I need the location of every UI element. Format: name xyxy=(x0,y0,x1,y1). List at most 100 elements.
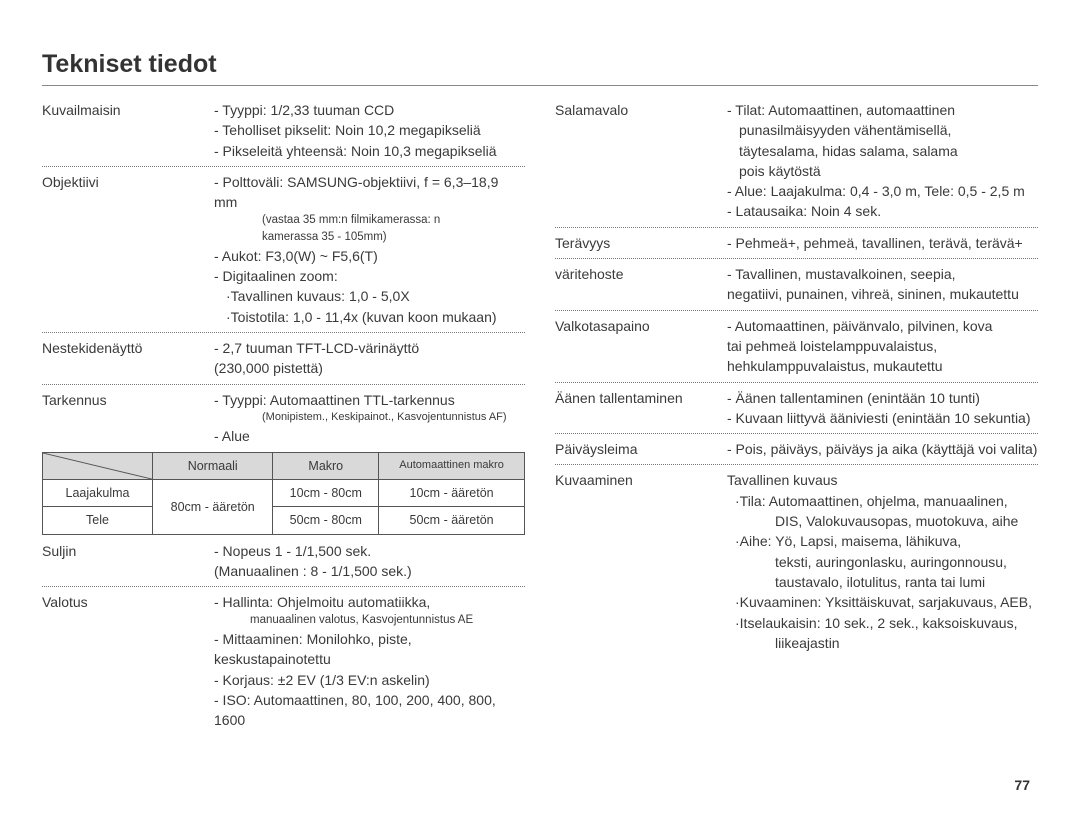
line: (230,000 pistettä) xyxy=(214,360,323,376)
divider xyxy=(42,586,525,587)
spec-objektiivi: Objektiivi - Polttoväli: SAMSUNG-objekti… xyxy=(42,172,525,327)
right-column: Salamavalo - Tilat: Automaattinen, autom… xyxy=(555,100,1038,731)
divider xyxy=(42,384,525,385)
value: - Automaattinen, päivänvalo, pilvinen, k… xyxy=(727,316,1038,377)
line: - Automaattinen, päivänvalo, pilvinen, k… xyxy=(727,318,992,334)
table-corner xyxy=(43,453,153,480)
label: Äänen tallentaminen xyxy=(555,388,727,429)
line: - Pois, päiväys, päiväys ja aika (käyttä… xyxy=(727,441,1037,457)
spec-teravyys: Terävyys - Pehmeä+, pehmeä, tavallinen, … xyxy=(555,233,1038,253)
label: Valotus xyxy=(42,592,214,730)
cell: 50cm - 80cm xyxy=(273,507,379,534)
cell: 80cm - ääretön xyxy=(153,480,273,534)
page-number: 77 xyxy=(1014,777,1030,793)
col-header: Automaattinen makro xyxy=(379,453,525,480)
line: tai pehmeä loistelamppuvalaistus, xyxy=(727,336,1038,356)
cell: 10cm - 80cm xyxy=(273,480,379,507)
line: liikeajastin xyxy=(727,633,1038,653)
line: - Äänen tallentaminen (enintään 10 tunti… xyxy=(727,390,980,406)
line: - Korjaus: ±2 EV (1/3 EV:n askelin) xyxy=(214,672,430,688)
focus-range-table: Normaali Makro Automaattinen makro Laaja… xyxy=(42,452,525,534)
line: - Nopeus 1 - 1/1,500 sek. xyxy=(214,543,371,559)
page-title: Tekniset tiedot xyxy=(42,50,1038,79)
cell: 10cm - ääretön xyxy=(379,480,525,507)
line: - Tyyppi: Automaattinen TTL-tarkennus xyxy=(214,392,455,408)
subline: (Monipistem., Keskipainot., Kasvojentunn… xyxy=(214,410,525,426)
divider xyxy=(555,258,1038,259)
row-header: Tele xyxy=(43,507,153,534)
line: - Pehmeä+, pehmeä, tavallinen, terävä, t… xyxy=(727,235,1023,251)
row-header: Laajakulma xyxy=(43,480,153,507)
label: Kuvailmaisin xyxy=(42,100,214,161)
line: - Kuvaan liittyvä ääniviesti (enintään 1… xyxy=(727,410,1031,426)
divider xyxy=(555,310,1038,311)
col-header: Makro xyxy=(273,453,379,480)
label: väritehoste xyxy=(555,264,727,305)
line: negatiivi, punainen, vihreä, sininen, mu… xyxy=(727,284,1038,304)
line: ·Aihe: Yö, Lapsi, maisema, lähikuva, xyxy=(727,531,1038,551)
spec-paivaysleima: Päiväysleima - Pois, päiväys, päiväys ja… xyxy=(555,439,1038,459)
left-column: Kuvailmaisin - Tyyppi: 1/2,33 tuuman CCD… xyxy=(42,100,525,731)
subline: ·Toistotila: 1,0 - 11,4x (kuvan koon muk… xyxy=(214,307,525,327)
line: - Mittaaminen: Monilohko, piste, keskust… xyxy=(214,631,412,667)
value: - Nopeus 1 - 1/1,500 sek. (Manuaalinen :… xyxy=(214,541,525,582)
line: täytesalama, hidas salama, salama xyxy=(727,141,1038,161)
line: - 2,7 tuuman TFT-LCD-värinäyttö xyxy=(214,340,419,356)
title-rule xyxy=(42,85,1038,86)
divider xyxy=(555,433,1038,434)
line: - Digitaalinen zoom: xyxy=(214,268,338,284)
value: - Tilat: Automaattinen, automaattinen pu… xyxy=(727,100,1038,222)
value: - Tavallinen, mustavalkoinen, seepia, ne… xyxy=(727,264,1038,305)
label: Päiväysleima xyxy=(555,439,727,459)
line: ·Tila: Automaattinen, ohjelma, manuaalin… xyxy=(727,491,1038,511)
line: - Hallinta: Ohjelmoitu automatiikka, xyxy=(214,594,430,610)
value: - Tyyppi: Automaattinen TTL-tarkennus (M… xyxy=(214,390,525,447)
spec-kuvaaminen: Kuvaaminen Tavallinen kuvaus ·Tila: Auto… xyxy=(555,470,1038,653)
label: Terävyys xyxy=(555,233,727,253)
line: - Tilat: Automaattinen, automaattinen xyxy=(727,102,955,118)
line: (Manuaalinen : 8 - 1/1,500 sek.) xyxy=(214,563,412,579)
value: - Pois, päiväys, päiväys ja aika (käyttä… xyxy=(727,439,1038,459)
label: Suljin xyxy=(42,541,214,582)
label: Salamavalo xyxy=(555,100,727,222)
value: Tavallinen kuvaus ·Tila: Automaattinen, … xyxy=(727,470,1038,653)
line: taustavalo, ilotulitus, ranta tai lumi xyxy=(727,572,1038,592)
line: - Alue: Laajakulma: 0,4 - 3,0 m, Tele: 0… xyxy=(727,183,1025,199)
line: - Teholliset pikselit: Noin 10,2 megapik… xyxy=(214,122,481,138)
line: - ISO: Automaattinen, 80, 100, 200, 400,… xyxy=(214,692,496,728)
spec-salamavalo: Salamavalo - Tilat: Automaattinen, autom… xyxy=(555,100,1038,222)
spec-aanen-tallentaminen: Äänen tallentaminen - Äänen tallentamine… xyxy=(555,388,1038,429)
subline: manuaalinen valotus, Kasvojentunnistus A… xyxy=(214,612,525,629)
line: - Alue xyxy=(214,428,250,444)
label: Nestekidenäyttö xyxy=(42,338,214,379)
line: - Aukot: F3,0(W) ~ F5,6(T) xyxy=(214,248,378,264)
cell: 50cm - ääretön xyxy=(379,507,525,534)
label: Valkotasapaino xyxy=(555,316,727,377)
spec-nestekidenaytto: Nestekidenäyttö - 2,7 tuuman TFT-LCD-vär… xyxy=(42,338,525,379)
line: - Tavallinen, mustavalkoinen, seepia, xyxy=(727,266,956,282)
spec-tarkennus: Tarkennus - Tyyppi: Automaattinen TTL-ta… xyxy=(42,390,525,447)
columns: Kuvailmaisin - Tyyppi: 1/2,33 tuuman CCD… xyxy=(42,100,1038,731)
divider xyxy=(42,166,525,167)
divider xyxy=(555,227,1038,228)
line: ·Itselaukaisin: 10 sek., 2 sek., kaksois… xyxy=(727,613,1038,633)
divider xyxy=(42,332,525,333)
value: - 2,7 tuuman TFT-LCD-värinäyttö (230,000… xyxy=(214,338,525,379)
value: - Hallinta: Ohjelmoitu automatiikka, man… xyxy=(214,592,525,730)
line: - Polttoväli: SAMSUNG-objektiivi, f = 6,… xyxy=(214,174,498,210)
line: - Tyyppi: 1/2,33 tuuman CCD xyxy=(214,102,394,118)
line: Tavallinen kuvaus xyxy=(727,472,838,488)
col-header: Normaali xyxy=(153,453,273,480)
subline: ·Tavallinen kuvaus: 1,0 - 5,0X xyxy=(214,286,525,306)
value: - Polttoväli: SAMSUNG-objektiivi, f = 6,… xyxy=(214,172,525,327)
divider xyxy=(555,382,1038,383)
spec-kuvailmaisin: Kuvailmaisin - Tyyppi: 1/2,33 tuuman CCD… xyxy=(42,100,525,161)
line: ·Kuvaaminen: Yksittäiskuvat, sarjakuvaus… xyxy=(727,592,1038,612)
value: - Äänen tallentaminen (enintään 10 tunti… xyxy=(727,388,1038,429)
line: - Latausaika: Noin 4 sek. xyxy=(727,203,881,219)
spec-suljin: Suljin - Nopeus 1 - 1/1,500 sek. (Manuaa… xyxy=(42,541,525,582)
value: - Pehmeä+, pehmeä, tavallinen, terävä, t… xyxy=(727,233,1038,253)
label: Objektiivi xyxy=(42,172,214,327)
line: DIS, Valokuvausopas, muotokuva, aihe xyxy=(727,511,1038,531)
spec-valkotasapaino: Valkotasapaino - Automaattinen, päivänva… xyxy=(555,316,1038,377)
